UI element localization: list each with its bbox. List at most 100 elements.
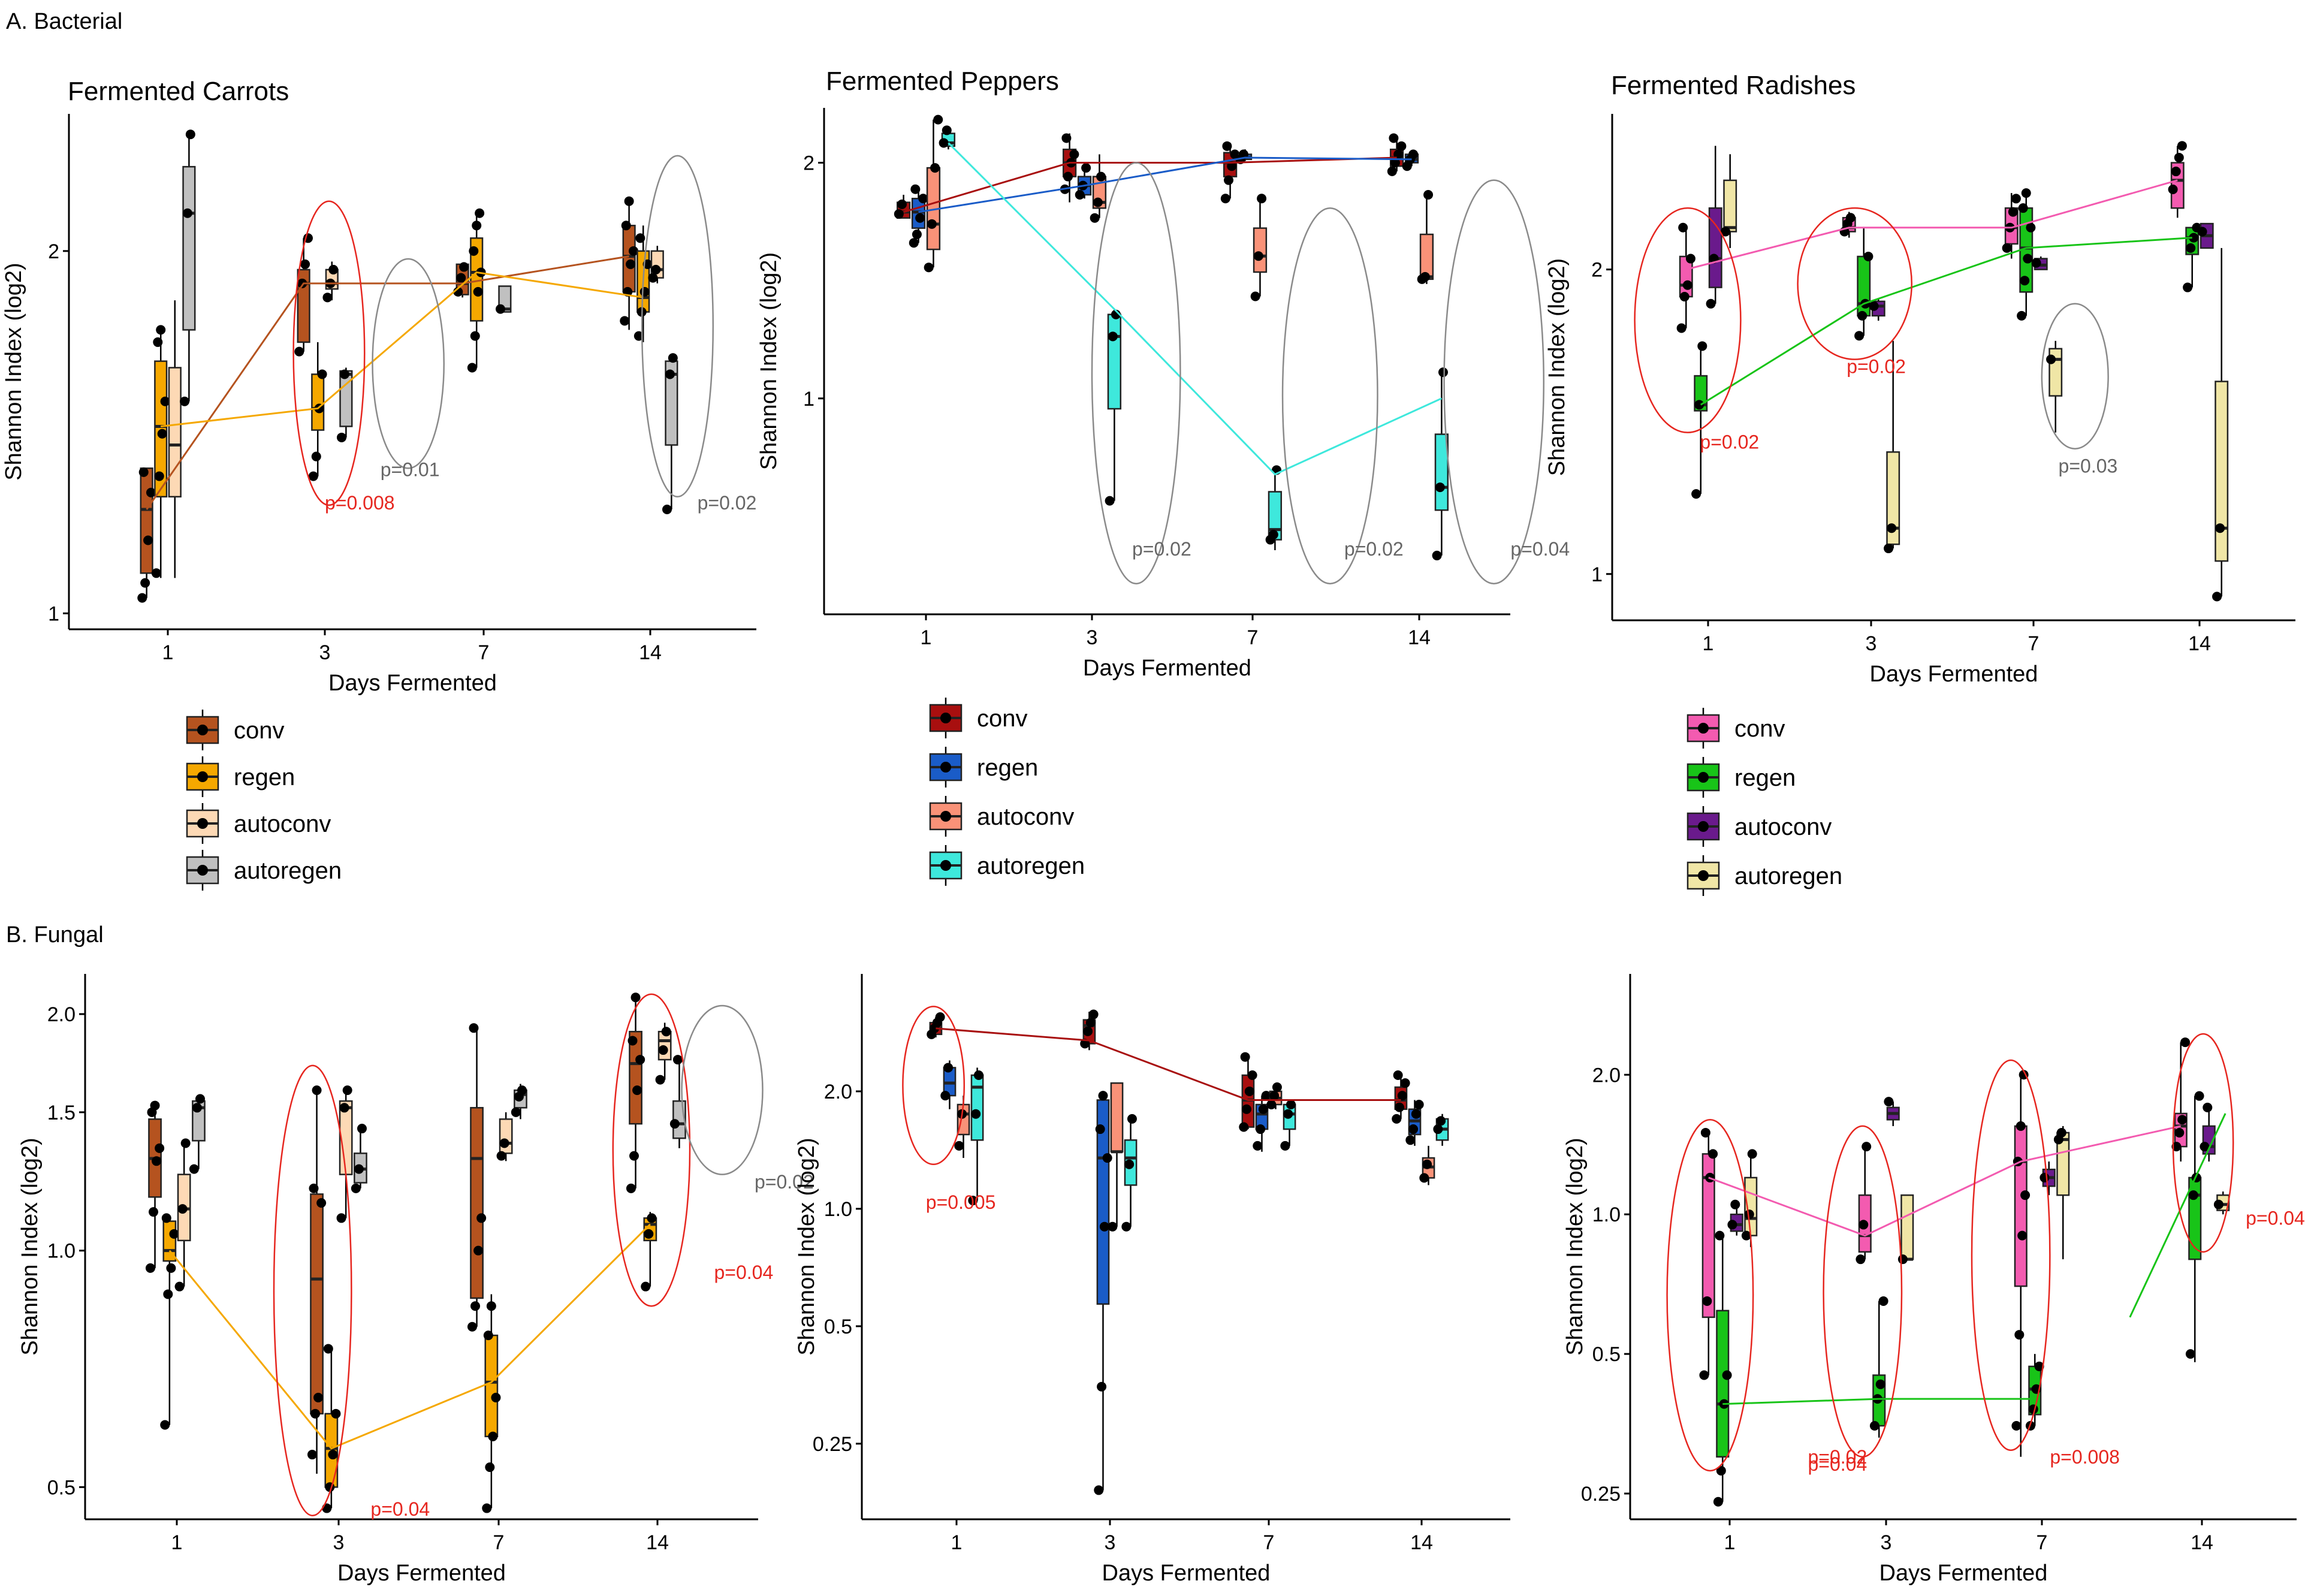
legend-key-point (1698, 870, 1709, 881)
y-tick-label: 2 (803, 152, 814, 175)
data-point (154, 471, 164, 481)
x-tick-label: 7 (2037, 1531, 2048, 1554)
data-point (1694, 400, 1704, 410)
data-point (927, 219, 937, 229)
data-point (2020, 276, 2030, 286)
significance-ellipse (2041, 303, 2109, 449)
data-point (1224, 175, 1234, 185)
box-conv-day-1 (894, 195, 911, 219)
box-autoregen-day-3 (1121, 1114, 1138, 1232)
data-point (146, 487, 156, 497)
legend-key-point (1698, 723, 1709, 734)
data-point (467, 363, 477, 373)
data-point (658, 1045, 668, 1055)
x-tick-label: 1 (1724, 1531, 1736, 1554)
box-autoregen-day-7 (2053, 1126, 2070, 1260)
legend: conv regen autoconv autoregen (1686, 708, 1842, 896)
p-value-label: p=0.02 (698, 492, 757, 514)
box-autoconv-day-1 (954, 1096, 970, 1158)
data-point (1435, 482, 1445, 493)
data-point (973, 1070, 983, 1081)
y-tick-label: 1.0 (824, 1198, 852, 1221)
x-tick-label: 3 (319, 641, 331, 664)
box-conv-day-1 (1676, 222, 1695, 333)
significance-ellipse (292, 200, 366, 506)
y-axis-title: Shannon Index (log2) (794, 1138, 819, 1355)
box-autoconv-day-3 (336, 1085, 353, 1223)
data-point (153, 337, 163, 347)
box-body (140, 467, 153, 574)
box-body (1886, 451, 1900, 545)
y-tick-label: 1 (803, 388, 814, 411)
data-point (2174, 1127, 2185, 1138)
data-point (2183, 282, 2193, 292)
data-point (629, 1151, 639, 1161)
data-point (2188, 1190, 2198, 1200)
data-point (632, 1085, 642, 1096)
trend-line-conv (903, 156, 1397, 213)
p-value-label: p=0.005 (926, 1191, 996, 1213)
data-point (1244, 1086, 1254, 1096)
x-tick-label: 7 (1263, 1531, 1275, 1554)
data-point (1700, 1127, 1710, 1138)
data-point (499, 1138, 509, 1148)
data-point (2011, 194, 2021, 204)
data-point (1283, 1109, 1293, 1119)
x-axis-title: Days Fermented (337, 1561, 506, 1586)
box-conv-day-3 (1839, 212, 1856, 238)
box-conv-day-7 (2011, 1070, 2031, 1457)
data-point (459, 262, 469, 272)
box-autoconv-day-3 (1108, 1082, 1124, 1232)
data-point (1094, 1485, 1104, 1495)
data-point (1397, 1091, 1407, 1101)
data-point (1261, 1091, 1271, 1101)
data-point (2018, 203, 2028, 213)
box-conv-day-7 (1220, 141, 1240, 204)
legend-key-point (1698, 821, 1709, 832)
data-point (1095, 1124, 1105, 1135)
box-autoconv-day-1 (1727, 1199, 1743, 1236)
data-point (354, 1164, 364, 1174)
p-value-label: p=0.04 (1510, 538, 1570, 560)
data-point (644, 1229, 654, 1239)
data-point (1266, 1099, 1277, 1109)
box-regen-day-14 (641, 1212, 657, 1292)
data-point (1722, 1370, 1732, 1380)
data-point (307, 1450, 317, 1460)
y-tick-label: 0.25 (813, 1433, 852, 1456)
data-point (942, 125, 952, 135)
data-point (475, 208, 485, 218)
box-body (629, 1031, 642, 1125)
data-point (2185, 1349, 2195, 1359)
data-point (1699, 1370, 1709, 1380)
data-point (469, 1023, 479, 1033)
trend-line-regen (168, 1223, 651, 1450)
data-point (930, 163, 940, 173)
box-autoregen-day-14 (1432, 367, 1449, 560)
significance-ellipse (1091, 162, 1181, 585)
box-body (168, 367, 182, 498)
box-regen-day-1 (909, 184, 928, 248)
y-axis-title: Shannon Index (log2) (17, 1138, 43, 1355)
data-point (635, 1055, 645, 1065)
data-point (470, 1301, 481, 1311)
box-autoregen-day-3 (1884, 340, 1900, 554)
data-point (1715, 1230, 1725, 1241)
box-autoregen-day-7 (496, 285, 512, 314)
trend-line-conv (146, 255, 629, 510)
data-point (140, 578, 150, 588)
data-point (1678, 222, 1688, 233)
data-point (2200, 1142, 2210, 1152)
data-point (1884, 544, 1894, 554)
data-point (491, 1392, 501, 1402)
box-autoconv-day-1 (168, 300, 182, 578)
legend-key-point (940, 860, 951, 871)
significance-ellipse (612, 993, 691, 1307)
data-point (1859, 1220, 1869, 1230)
data-point (1887, 523, 1897, 533)
data-point (1702, 1296, 1712, 1306)
legend-item-regen: regen (929, 747, 1038, 788)
box-regen-day-3 (1869, 1296, 1888, 1438)
legend-key-point (197, 865, 208, 876)
y-tick-label: 2.0 (47, 1003, 76, 1026)
